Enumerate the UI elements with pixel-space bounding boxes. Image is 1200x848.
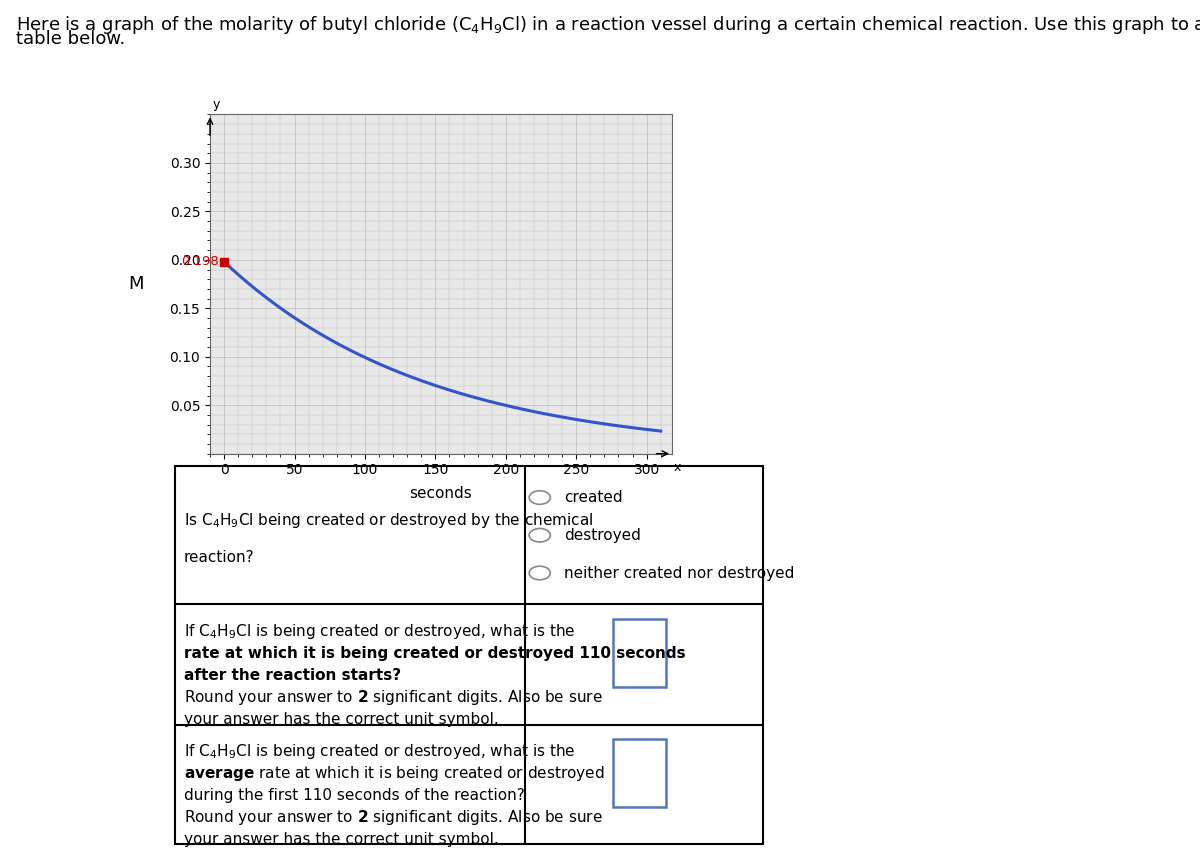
Text: rate at which it is being created or destroyed 110 seconds: rate at which it is being created or des… <box>184 646 685 661</box>
Text: destroyed: destroyed <box>564 527 641 543</box>
Text: M: M <box>128 275 144 293</box>
Text: reaction?: reaction? <box>184 550 254 566</box>
Bar <box>613 619 666 687</box>
Text: after the reaction starts?: after the reaction starts? <box>184 668 401 683</box>
Text: your answer has the correct unit symbol.: your answer has the correct unit symbol. <box>184 832 499 846</box>
Text: Round your answer to $\mathbf{2}$ significant digits. Also be sure: Round your answer to $\mathbf{2}$ signif… <box>184 807 602 827</box>
Text: Here is a graph of the molarity of butyl chloride $\left(\mathrm{C_4H_9Cl}\right: Here is a graph of the molarity of butyl… <box>16 14 1200 36</box>
Text: your answer has the correct unit symbol.: your answer has the correct unit symbol. <box>184 711 499 727</box>
Text: 0.198: 0.198 <box>181 255 218 268</box>
Text: x: x <box>673 461 680 474</box>
X-axis label: seconds: seconds <box>409 486 473 500</box>
Text: Is $\mathrm{C_4H_9Cl}$ being created or destroyed by the chemical: Is $\mathrm{C_4H_9Cl}$ being created or … <box>184 510 593 530</box>
Text: If $\mathrm{C_4H_9Cl}$ is being created or destroyed, what is the: If $\mathrm{C_4H_9Cl}$ is being created … <box>184 742 576 761</box>
Text: If $\mathrm{C_4H_9Cl}$ is being created or destroyed, what is the: If $\mathrm{C_4H_9Cl}$ is being created … <box>184 622 576 641</box>
Bar <box>613 739 666 807</box>
Text: created: created <box>564 490 623 505</box>
Text: $\bf{average}$ rate at which it is being created or destroyed: $\bf{average}$ rate at which it is being… <box>184 764 605 783</box>
Text: y: y <box>212 98 220 111</box>
Text: during the first 110 seconds of the reaction?: during the first 110 seconds of the reac… <box>184 788 524 803</box>
Text: Round your answer to $\mathbf{2}$ significant digits. Also be sure: Round your answer to $\mathbf{2}$ signif… <box>184 688 602 707</box>
Text: table below.: table below. <box>16 30 125 47</box>
Text: neither created nor destroyed: neither created nor destroyed <box>564 566 794 581</box>
